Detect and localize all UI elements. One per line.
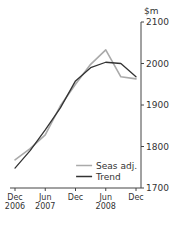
x-tick-label: Dec [128,193,143,202]
y-axis-label: $m [144,6,159,16]
x-tick-label: Jun2007 [35,193,55,211]
x-tick [136,188,137,191]
y-tick-label: 1700 [146,183,169,193]
legend-swatch [76,165,92,167]
y-tick-label: 1900 [146,100,169,110]
legend: Seas adj.Trend [76,161,137,182]
y-tick [141,188,144,189]
x-tick-label: Dec2006 [5,193,25,211]
x-tick [15,188,16,191]
legend-label: Seas adj. [96,161,137,171]
x-tick-label-line: Dec [128,193,143,202]
y-tick-label: 1800 [146,142,169,152]
chart: 17001800190020002100$mDec2006Jun2007DecJ… [0,0,181,231]
legend-swatch [76,176,92,178]
y-tick-label: 2000 [146,59,169,69]
plot-area [15,50,136,168]
x-tick-label-line: Jun [99,193,113,202]
x-tick-label: Dec [68,193,83,202]
y-tick-label: 2100 [146,17,169,27]
x-tick [45,188,46,191]
legend-label: Trend [95,172,121,182]
x-tick-label: Jun2008 [96,193,116,211]
x-tick-label-line: Dec [68,193,83,202]
line [15,62,136,168]
chart-container: 17001800190020002100$mDec2006Jun2007DecJ… [0,0,181,231]
y-tick [141,146,144,147]
x-tick-label-line: Jun [38,193,52,202]
x-tick-label-line: 2007 [35,202,55,211]
x-tick [75,188,76,191]
y-tick [141,22,144,23]
x-tick-label-line: Dec [7,193,22,202]
y-tick [141,63,144,64]
x-tick-label-line: 2008 [96,202,116,211]
y-tick [141,105,144,106]
x-tick [105,188,106,191]
line [15,50,136,160]
x-tick-label-line: 2006 [5,202,25,211]
